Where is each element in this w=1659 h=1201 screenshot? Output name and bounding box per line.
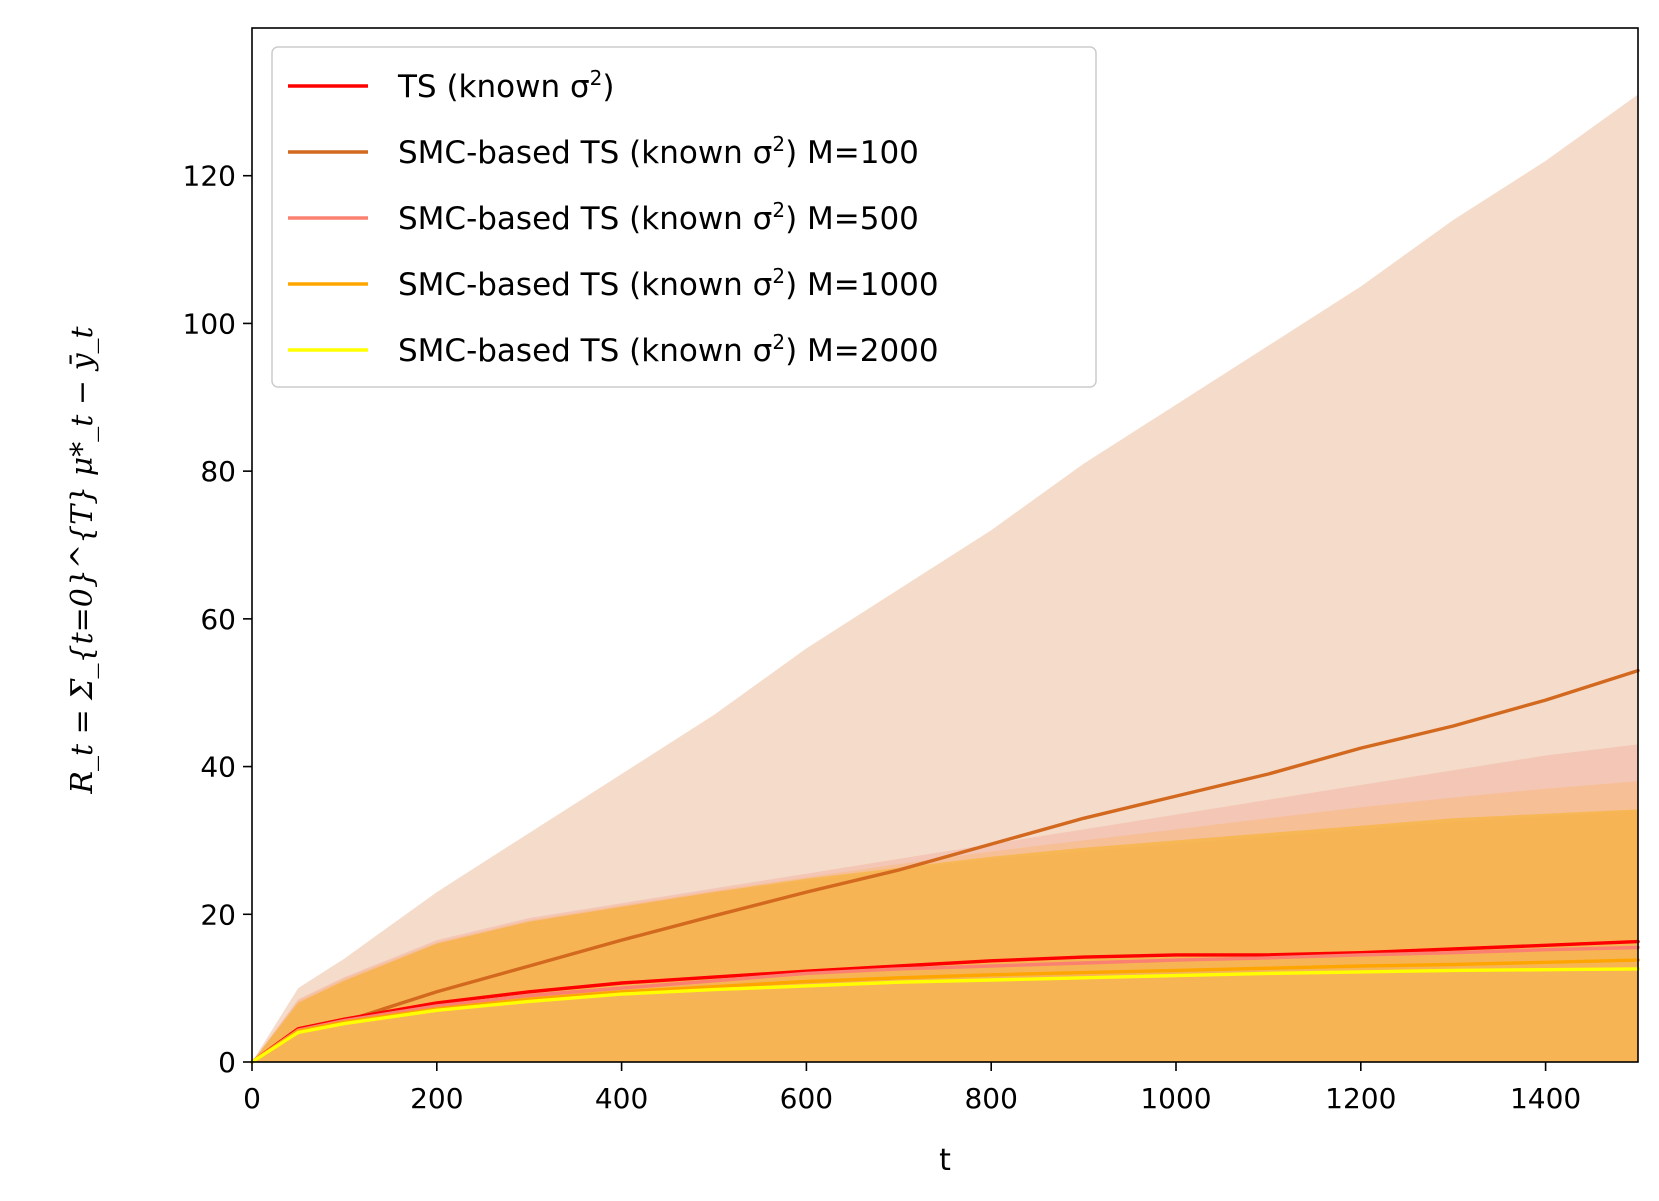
x-tick-label: 1400 <box>1510 1082 1581 1115</box>
line-series-2 <box>250 945 1640 1064</box>
legend-label-2: SMC-based TS (known σ2) M=500 <box>398 198 919 237</box>
legend-label-4: SMC-based TS (known σ2) M=2000 <box>398 330 939 369</box>
series-lines <box>250 668 1640 1064</box>
x-tick-label: 800 <box>964 1082 1017 1115</box>
x-tick-label: 600 <box>780 1082 833 1115</box>
y-axis-label: R_t = Σ_{t=0}^{T} μ*_t − ȳ_t <box>65 325 100 794</box>
y-tick-label: 80 <box>200 455 236 488</box>
legend: TS (known σ2) SMC-based TS (known σ2) M=1… <box>271 46 1097 388</box>
x-tick-label: 400 <box>595 1082 648 1115</box>
plot-frame <box>251 27 1639 1063</box>
legend-box <box>271 46 1097 388</box>
y-tick-label: 0 <box>218 1046 236 1079</box>
legend-label-1: SMC-based TS (known σ2) M=100 <box>398 132 919 171</box>
x-tick-label: 200 <box>410 1082 463 1115</box>
confidence-bands <box>252 94 1638 1062</box>
y-tick-label: 20 <box>200 898 236 931</box>
x-axis-ticks: 0 200 400 600 800 1000 1200 1400 <box>243 1062 1581 1115</box>
line-series-4 <box>250 967 1640 1064</box>
x-tick-label: 1000 <box>1140 1082 1211 1115</box>
y-axis-label-text: R_t = Σ_{t=0}^{T} μ*_t − ȳ_t <box>65 325 100 794</box>
band-series-4 <box>252 809 1638 1062</box>
x-tick-label: 1200 <box>1325 1082 1396 1115</box>
y-tick-label: 100 <box>183 307 236 340</box>
line-series-0 <box>250 939 1640 1064</box>
y-axis-ticks: 0 20 40 60 80 100 120 <box>183 160 252 1079</box>
legend-label-0: TS (known σ2) <box>397 66 614 105</box>
y-tick-label: 60 <box>200 603 236 636</box>
line-series-1 <box>250 668 1640 1064</box>
y-tick-label: 120 <box>183 160 236 193</box>
y-tick-label: 40 <box>200 751 236 784</box>
x-axis-label: t <box>939 1143 951 1178</box>
x-tick-label: 0 <box>243 1082 261 1115</box>
legend-label-3: SMC-based TS (known σ2) M=1000 <box>398 264 939 303</box>
